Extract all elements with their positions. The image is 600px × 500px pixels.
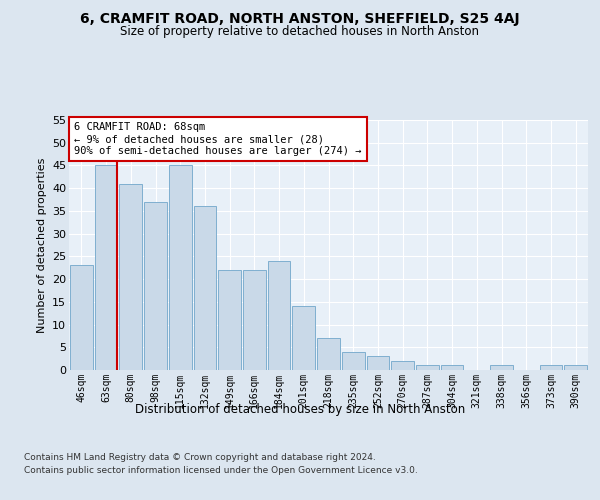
Bar [218, 270, 241, 370]
Text: Size of property relative to detached houses in North Anston: Size of property relative to detached ho… [121, 25, 479, 38]
Bar [95, 166, 118, 370]
Bar [243, 270, 266, 370]
Bar [416, 366, 439, 370]
Text: Contains HM Land Registry data © Crown copyright and database right 2024.: Contains HM Land Registry data © Crown c… [24, 452, 376, 462]
Bar [194, 206, 216, 370]
Text: 6, CRAMFIT ROAD, NORTH ANSTON, SHEFFIELD, S25 4AJ: 6, CRAMFIT ROAD, NORTH ANSTON, SHEFFIELD… [80, 12, 520, 26]
Bar [268, 261, 290, 370]
Bar [292, 306, 315, 370]
Text: Distribution of detached houses by size in North Anston: Distribution of detached houses by size … [135, 402, 465, 415]
Bar [441, 366, 463, 370]
Bar [144, 202, 167, 370]
Text: Contains public sector information licensed under the Open Government Licence v3: Contains public sector information licen… [24, 466, 418, 475]
Bar [367, 356, 389, 370]
Bar [391, 361, 414, 370]
Bar [169, 166, 191, 370]
Text: 6 CRAMFIT ROAD: 68sqm
← 9% of detached houses are smaller (28)
90% of semi-detac: 6 CRAMFIT ROAD: 68sqm ← 9% of detached h… [74, 122, 362, 156]
Bar [490, 366, 513, 370]
Bar [342, 352, 365, 370]
Bar [539, 366, 562, 370]
Bar [70, 266, 93, 370]
Bar [317, 338, 340, 370]
Bar [564, 366, 587, 370]
Y-axis label: Number of detached properties: Number of detached properties [37, 158, 47, 332]
Bar [119, 184, 142, 370]
